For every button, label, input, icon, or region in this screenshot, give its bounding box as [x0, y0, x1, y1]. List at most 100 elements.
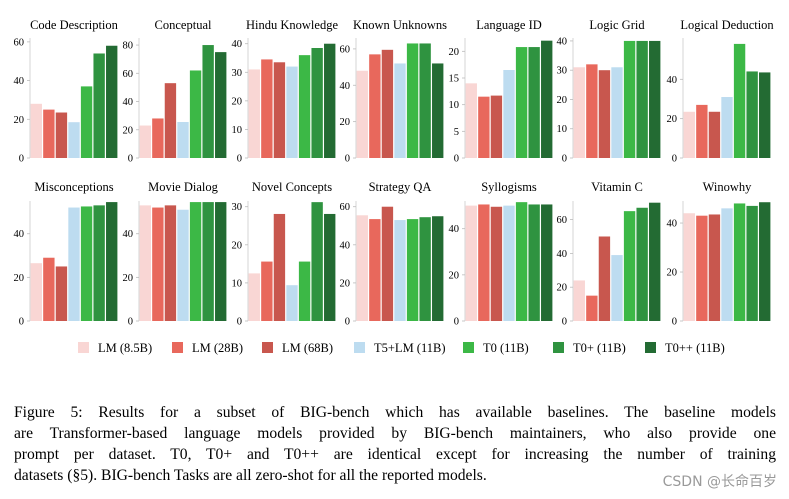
y-tick-label: 30 [232, 202, 243, 213]
subplot-title: Hindu Knowledge [246, 18, 338, 32]
bar [55, 112, 68, 158]
bar [286, 285, 298, 321]
y-tick-label: 40 [667, 219, 678, 230]
y-tick-label: 20 [14, 115, 25, 126]
bar [733, 43, 746, 158]
bar [261, 59, 273, 158]
y-tick-label: 40 [14, 229, 25, 240]
watermark: CSDN @长命百岁 [662, 474, 777, 490]
legend-label: LM (8.5B) [98, 341, 152, 355]
bar [152, 118, 164, 158]
bar [273, 62, 286, 158]
bar [611, 255, 623, 321]
bar [68, 207, 80, 321]
bar [106, 45, 118, 158]
subplot-title: Misconceptions [34, 180, 113, 194]
y-tick-label: 0 [19, 317, 24, 328]
bar [432, 63, 444, 158]
y-tick-label: 0 [19, 154, 24, 165]
bar [68, 122, 80, 158]
y-tick-label: 10 [232, 278, 243, 289]
bar [324, 213, 336, 321]
subplot-title: Logic Grid [589, 18, 645, 32]
legend-label: LM (28B) [192, 341, 243, 355]
bar [465, 83, 477, 158]
bar [80, 206, 93, 321]
legend-swatch [78, 342, 89, 353]
bar [746, 71, 758, 158]
bar [598, 70, 611, 158]
y-tick-label: 30 [557, 66, 568, 77]
bar [248, 273, 260, 321]
bar [381, 49, 394, 159]
bar [541, 40, 553, 158]
bar [43, 109, 55, 158]
y-tick-label: 40 [340, 81, 351, 92]
bar [708, 214, 721, 321]
subplot-title: Syllogisms [481, 180, 537, 194]
caption-line: are Transformer-based language models pr… [14, 425, 776, 442]
bar [248, 69, 260, 158]
bar [490, 206, 503, 321]
bar [406, 43, 419, 158]
legend-label: T0+ (11B) [573, 341, 626, 355]
subplot-title: Logical Deduction [680, 18, 774, 32]
y-tick-label: 40 [123, 229, 134, 240]
y-tick-label: 20 [340, 278, 351, 289]
legend-swatch [553, 342, 564, 353]
bar [369, 219, 381, 321]
y-tick-label: 15 [449, 74, 460, 85]
y-tick-label: 40 [557, 36, 568, 47]
y-tick-label: 30 [232, 68, 243, 79]
y-tick-label: 5 [454, 127, 459, 138]
bar [586, 64, 598, 158]
bar [432, 216, 444, 321]
bar [106, 202, 118, 321]
bar [611, 67, 623, 158]
bar [586, 295, 598, 321]
bar [30, 263, 42, 321]
subplot-title: Vitamin C [591, 180, 643, 194]
subplot-title: Winowhy [703, 180, 753, 194]
bar [286, 66, 298, 158]
bar [573, 67, 585, 158]
bar [93, 205, 105, 321]
bar [721, 97, 733, 158]
figure: Code Description 0 20 40 60 Conceptual 0 20 40 60… [14, 18, 775, 355]
legend-label: T0 (11B) [483, 341, 529, 355]
bar [759, 202, 771, 321]
legend-swatch [172, 342, 183, 353]
y-tick-label: 0 [454, 154, 459, 165]
bar [30, 103, 42, 158]
bar [43, 257, 55, 321]
bar [273, 213, 286, 321]
bar [356, 70, 368, 158]
bar [465, 205, 477, 321]
y-tick-label: 60 [340, 202, 351, 213]
bar [55, 266, 68, 321]
y-tick-label: 0 [562, 154, 567, 165]
bar [515, 202, 528, 321]
subplot-title: Strategy QA [369, 180, 432, 194]
bar [298, 261, 311, 321]
bar [598, 236, 611, 321]
caption-line: prompt per dataset. T0, T0+ and T0++ are… [14, 446, 776, 463]
y-tick-label: 20 [667, 114, 678, 125]
y-tick-label: 0 [672, 154, 677, 165]
y-tick-label: 0 [345, 317, 350, 328]
y-tick-label: 0 [128, 154, 133, 165]
bar [215, 52, 227, 158]
bar [478, 96, 490, 158]
bar [696, 104, 708, 158]
bar [503, 205, 515, 321]
bar [261, 261, 273, 321]
bar [139, 125, 151, 158]
bar [708, 111, 721, 158]
y-tick-label: 0 [454, 317, 459, 328]
bar [746, 205, 758, 321]
caption-line: Figure 5: Results for a subset of BIG-be… [14, 404, 776, 421]
bar [356, 215, 368, 321]
y-tick-label: 20 [14, 273, 25, 284]
y-tick-label: 0 [672, 317, 677, 328]
bar [324, 43, 336, 158]
